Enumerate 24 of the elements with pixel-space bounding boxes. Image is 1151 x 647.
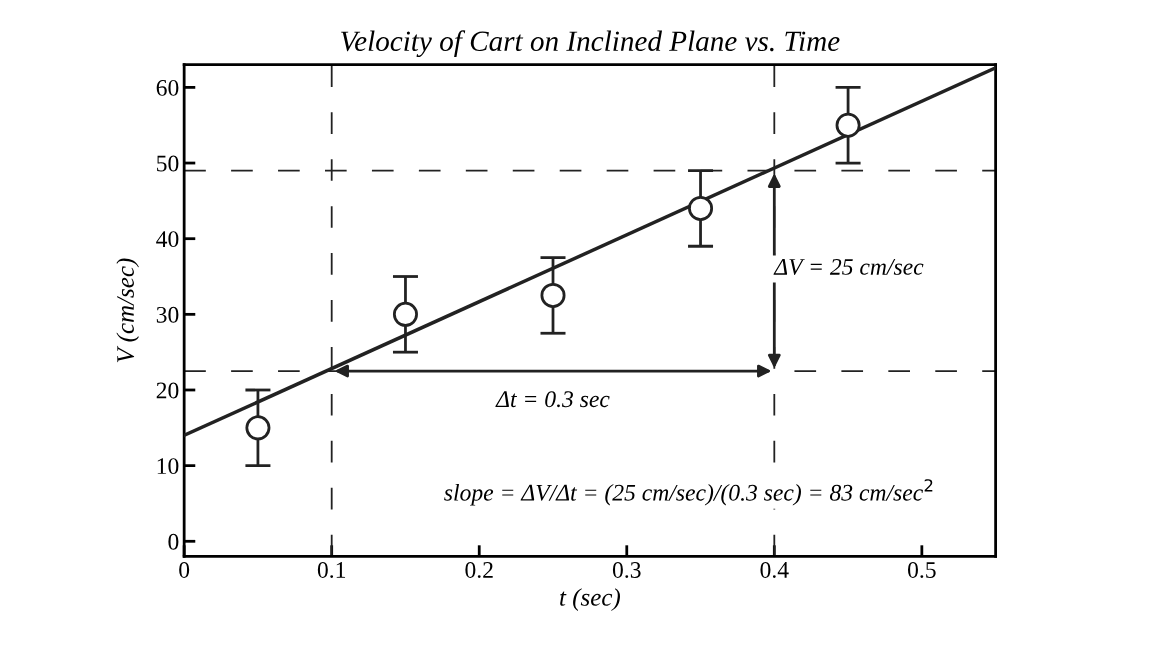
x-tick-label: 0.3 <box>612 561 641 578</box>
point <box>540 282 566 308</box>
annotation: ΔV = 25 cm/sec <box>773 259 924 275</box>
annotation: Δt = 0.3 sec <box>495 391 610 408</box>
y-tick-label: 60 <box>156 79 179 96</box>
y-tick-label: 20 <box>156 382 179 399</box>
point <box>835 112 861 138</box>
x-tick-label: 0 <box>179 561 190 578</box>
chart-title: Velocity of Cart on Inclined Plane vs. Time <box>341 30 840 58</box>
x-axis-title: t (sec) <box>560 588 620 611</box>
y-tick-label: 40 <box>156 231 179 248</box>
point <box>245 415 271 441</box>
y-tick-label: 0 <box>168 533 179 550</box>
y-tick-label: 30 <box>156 306 179 323</box>
x-tick-label: 0.5 <box>907 561 936 578</box>
point <box>392 301 418 327</box>
y-axis-title: V (cm/sec) <box>116 258 140 363</box>
x-tick-label: 0.1 <box>317 561 346 578</box>
x-tick-label: 0.2 <box>465 561 493 578</box>
y-tick-label: 50 <box>157 155 179 172</box>
y-tick-label: 10 <box>157 458 179 475</box>
annotation: slope = ΔV/Δt = (25 cm/sec)/(0.3 sec) = 83 cm/sec$^{2}$ <box>444 479 933 506</box>
point <box>688 195 714 221</box>
x-tick-label: 0.4 <box>760 561 789 578</box>
